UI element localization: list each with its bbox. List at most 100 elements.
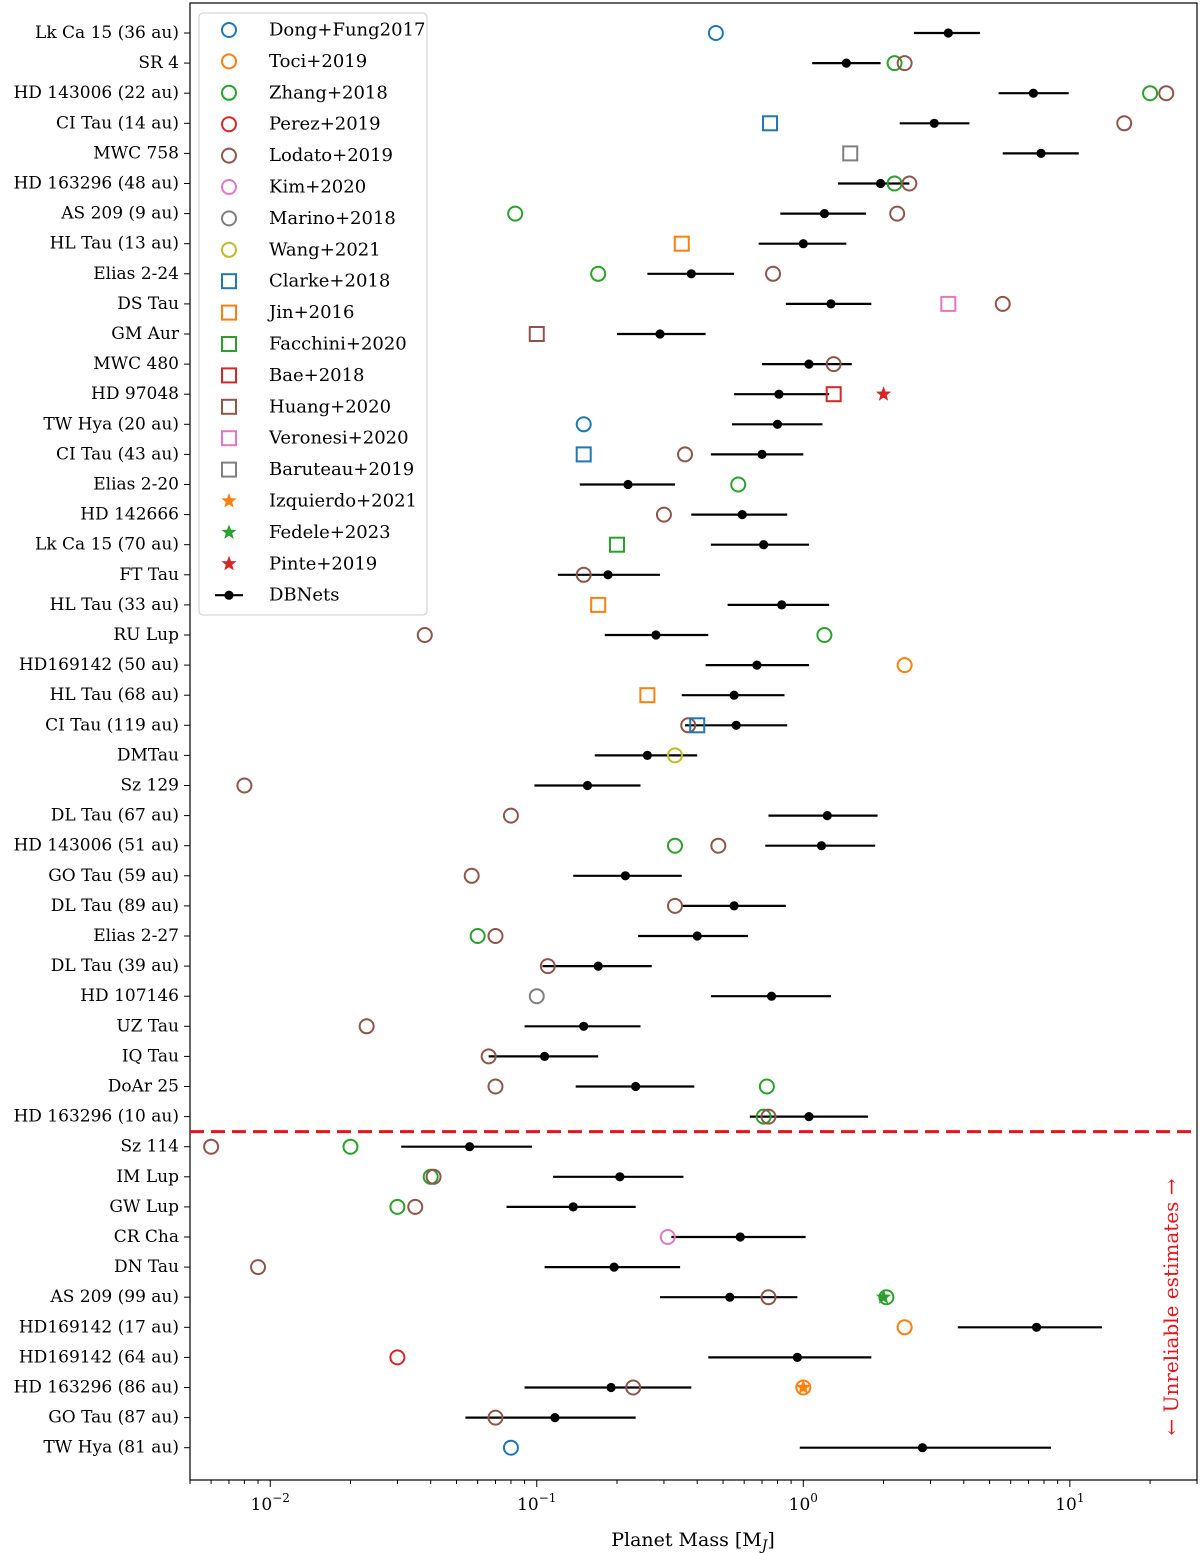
point-huang-2020 [528, 326, 545, 342]
point-lodato-2019 [575, 566, 592, 583]
y-tick-label-elias-2-27: Elias 2-27 [93, 926, 179, 946]
dbnets-point [609, 1262, 619, 1272]
dbnets-point [792, 1352, 802, 1362]
point-lodato-2019 [480, 1048, 497, 1065]
dbnets-point [606, 1382, 616, 1393]
legend-label-lodato-2019: Lodato+2019 [269, 145, 393, 166]
y-tick-label-hd169142-50-au: HD169142 (50 au) [19, 655, 179, 675]
legend-label-wang-2021: Wang+2021 [269, 239, 381, 260]
legend-marker-perez-2019 [221, 116, 237, 133]
point-fedele-2023 [875, 1289, 892, 1304]
legend-marker-facchini-2020 [221, 336, 237, 352]
dbnets-point [603, 570, 613, 580]
series-perez-2019 [389, 1349, 406, 1366]
x-tick-label-base: 10 [517, 1495, 539, 1515]
dbnets-point [1028, 88, 1039, 98]
y-tick-label-ru-lup: RU Lup [113, 625, 179, 645]
y-tick-label-doar-25: DoAr 25 [108, 1077, 179, 1097]
dbnets-point [615, 1172, 625, 1182]
legend-label-zhang-2018: Zhang+2018 [269, 82, 388, 103]
legend-marker-veronesi-2020 [221, 430, 237, 447]
point-lodato-2019 [487, 1078, 504, 1095]
x-axis-title: Planet Mass [MJ] [611, 1529, 775, 1553]
point-lodato-2019 [250, 1259, 267, 1276]
series-huang-2020 [528, 326, 545, 342]
legend-marker-lodato-2019 [221, 147, 237, 164]
dbnets-point [582, 780, 593, 791]
y-tick-label-ft-tau: FT Tau [119, 565, 179, 585]
legend-label-izquierdo-2021: Izquierdo+2021 [269, 491, 417, 512]
unreliable-annotation: ← Unreliable estimates → [1159, 1178, 1183, 1435]
dbnets-point [929, 118, 939, 128]
dbnets-point [729, 901, 739, 911]
y-tick-label-dmtau: DMTau [117, 745, 179, 765]
x-axis: 10−2 10−1 100 101 [189, 1480, 1198, 1515]
point-zhang-2018 [590, 265, 607, 282]
dbnets-point [620, 871, 630, 881]
y-tick-label-tw-hya-81-au: TW Hya (81 au) [43, 1438, 179, 1458]
legend-marker-dong-fung2017 [221, 22, 237, 38]
dbnets-point [876, 178, 886, 189]
legend-marker-pinte-2019 [221, 555, 237, 571]
y-tick-label-lk-ca-15-70-au: Lk Ca 15 (70 au) [35, 535, 179, 555]
dbnets-point [917, 1443, 928, 1453]
legend-marker-marino-2018 [221, 210, 237, 227]
y-tick-label-as-209-9-au: AS 209 (9 au) [60, 204, 179, 224]
point-zhang-2018 [469, 928, 486, 944]
point-dong-fung2017 [707, 25, 724, 41]
dbnets-point [631, 1081, 641, 1092]
point-lodato-2019 [539, 958, 556, 975]
point-toci-2019 [896, 657, 913, 674]
y-tick-label-hd169142-64-au: HD169142 (64 au) [19, 1347, 179, 1367]
series-clarke-2018 [575, 115, 778, 734]
y-tick-label-hl-tau-13-au: HL Tau (13 au) [50, 234, 179, 254]
dbnets-point [1036, 148, 1046, 158]
dbnets-point [550, 1413, 560, 1423]
legend-marker-kim-2020 [221, 179, 237, 195]
point-lodato-2019 [760, 1289, 777, 1306]
point-pinte-2019 [875, 386, 892, 401]
point-lodato-2019 [203, 1138, 220, 1155]
point-lodato-2019 [994, 295, 1011, 312]
dbnets-point [759, 540, 769, 550]
legend-label-fedele-2023: Fedele+2023 [269, 522, 391, 543]
point-lodato-2019 [358, 1018, 375, 1035]
legend-marker-wang-2021 [221, 241, 237, 258]
y-tick-label-hd169142-17-au: HD169142 (17 au) [19, 1317, 179, 1337]
point-zhang-2018 [730, 476, 747, 493]
point-wang-2021 [666, 747, 683, 764]
series-veronesi-2020 [940, 295, 957, 312]
y-tick-label-mwc-758: MWC 758 [93, 143, 179, 163]
legend-label-pinte-2019: Pinte+2019 [269, 553, 377, 574]
point-lodato-2019 [1158, 85, 1175, 102]
series-facchini-2020 [609, 536, 626, 553]
y-tick-label-hd-163296-86-au: HD 163296 (86 au) [13, 1378, 179, 1398]
point-lodato-2019 [236, 777, 253, 794]
legend-label-perez-2019: Perez+2019 [269, 114, 381, 135]
point-zhang-2018 [342, 1138, 359, 1155]
x-tick-label-exponent: −1 [539, 1491, 557, 1505]
point-lodato-2019 [666, 897, 683, 914]
x-tick-label-base: 10 [1055, 1495, 1077, 1515]
dbnets-point [568, 1202, 578, 1212]
dbnets-point [804, 359, 814, 369]
legend-label-marino-2018: Marino+2018 [269, 208, 396, 229]
point-lodato-2019 [1116, 115, 1133, 132]
dbnets-point [841, 58, 851, 68]
dbnets-point [655, 329, 665, 339]
point-perez-2019 [389, 1349, 406, 1366]
y-tick-label-hl-tau-33-au: HL Tau (33 au) [50, 595, 179, 615]
y-tick-label-dl-tau-39-au: DL Tau (39 au) [51, 956, 179, 976]
y-tick-label-gw-lup: GW Lup [109, 1197, 179, 1217]
dbnets-point [757, 449, 767, 459]
legend-label-huang-2020: Huang+2020 [269, 396, 391, 417]
y-tick-label-hd-163296-10-au: HD 163296 (10 au) [13, 1107, 179, 1127]
dbnets-point [593, 961, 603, 971]
dbnets-point [798, 239, 808, 249]
legend-label-dbnets: DBNets [269, 585, 340, 606]
dbnets-point [822, 811, 832, 821]
legend: Dong+Fung2017 Toci+2019 Zhang+2018 Perez+20… [198, 12, 428, 616]
legend-marker-baruteau-2019 [221, 461, 237, 478]
point-zhang-2018 [816, 627, 833, 643]
dbnets-point [735, 1232, 745, 1242]
